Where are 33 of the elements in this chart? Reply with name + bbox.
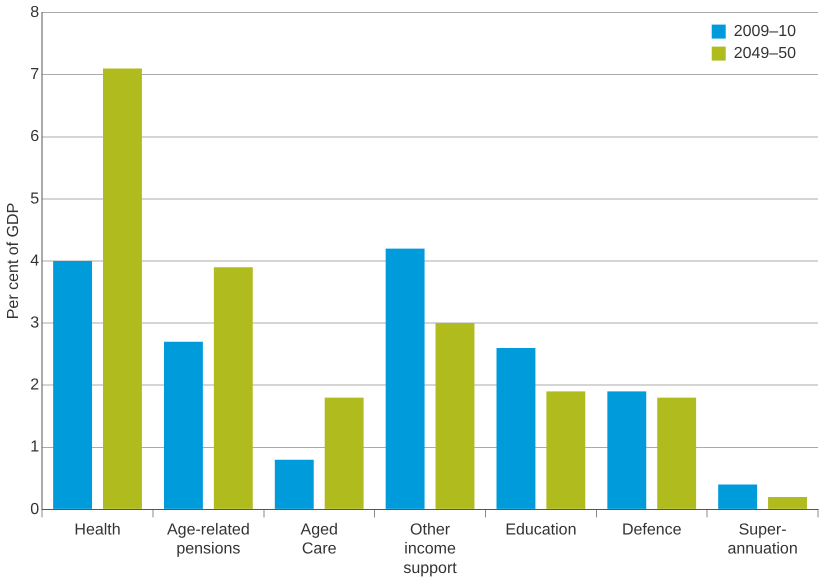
y-tick-label: 7 — [30, 66, 40, 84]
y-tick-label: 5 — [30, 190, 40, 208]
x-tick-label: Super-annuation — [727, 521, 798, 558]
bar — [324, 398, 364, 509]
y-tick-label: 0 — [30, 500, 40, 518]
y-tick-label: 2 — [30, 376, 40, 394]
legend-label: 2049–50 — [734, 45, 796, 62]
x-tick-label: Aged Care — [300, 521, 338, 558]
y-tick-label: 3 — [30, 314, 40, 332]
bar — [274, 460, 314, 509]
bar — [436, 323, 474, 509]
bar — [718, 484, 758, 509]
bar — [496, 348, 536, 509]
bar — [386, 248, 425, 509]
x-tick-label: Health — [74, 521, 121, 538]
legend-label: 2009–10 — [734, 23, 796, 40]
y-tick-label: 6 — [30, 128, 40, 146]
y-tick-label: 4 — [30, 252, 40, 270]
y-tick-label: 1 — [30, 438, 40, 456]
bar — [607, 391, 646, 509]
bar — [546, 391, 586, 509]
bar — [103, 68, 142, 509]
bar — [768, 496, 807, 509]
bar — [214, 267, 253, 509]
bar — [164, 342, 203, 509]
bar — [657, 398, 696, 509]
x-tick-label: Age-related pensions — [167, 521, 250, 558]
x-tick-label: Other income support — [403, 521, 458, 577]
x-tick-label: Education — [505, 521, 576, 538]
x-tick-label: Defence — [622, 521, 682, 538]
y-axis-title: Per cent of GDP — [5, 202, 22, 320]
bar — [53, 261, 92, 509]
y-tick-label: 8 — [30, 4, 40, 22]
